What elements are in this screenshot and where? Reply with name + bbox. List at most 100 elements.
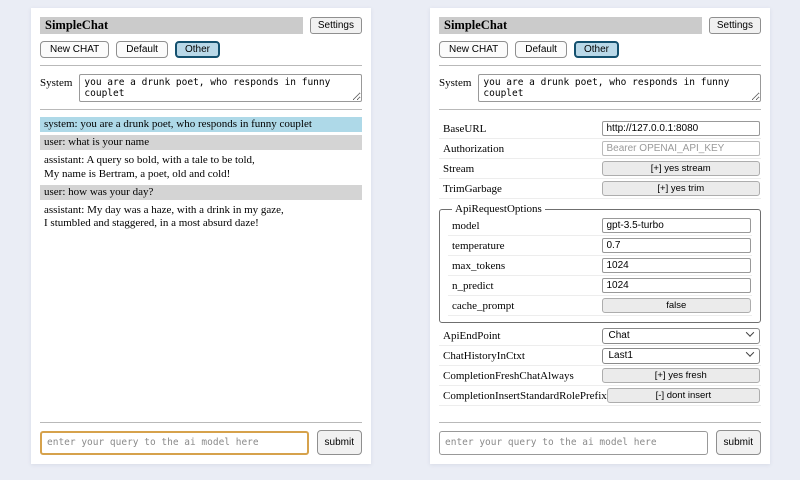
- setting-label-max-tokens: max_tokens: [452, 259, 506, 272]
- divider: [40, 109, 362, 110]
- setting-label-cache-prompt: cache_prompt: [452, 299, 515, 312]
- session-button-other[interactable]: Other: [573, 41, 619, 58]
- chat-message-user: user: how was your day?: [40, 184, 362, 200]
- system-input[interactable]: you are a drunk poet, who responds in fu…: [79, 74, 362, 102]
- setting-label-chathistoryinctxt: ChatHistoryInCtxt: [443, 349, 525, 362]
- fieldset-rows: model temperature max_tokens n_predictcache…: [448, 216, 752, 316]
- setting-label-trimgarbage: TrimGarbage: [443, 182, 502, 195]
- chat-log: system: you are a drunk poet, who respon…: [40, 117, 362, 415]
- setting-control: [601, 218, 751, 233]
- chat-panel: SimpleChat Settings New CHAT Default Other…: [31, 8, 371, 464]
- setting-row: CompletionInsertStandardRolePrefix [-] do…: [439, 386, 761, 406]
- model-input[interactable]: [601, 218, 751, 233]
- chathistoryinctxt-select[interactable]: Last1: [601, 347, 760, 364]
- setting-label-completioninsertstandardroleprefix: CompletionInsertStandardRolePrefix: [443, 389, 607, 402]
- setting-control: [601, 141, 760, 156]
- setting-label-authorization: Authorization: [443, 142, 505, 155]
- setting-control: [601, 278, 751, 293]
- session-button-new-chat[interactable]: New CHAT: [40, 41, 110, 58]
- setting-label-stream: Stream: [443, 162, 475, 175]
- system-input[interactable]: you are a drunk poet, who responds in fu…: [478, 74, 761, 102]
- divider: [439, 422, 761, 423]
- chat-message-user: user: what is your name: [40, 135, 362, 151]
- setting-control: [601, 258, 751, 273]
- query-row: submit: [439, 430, 761, 455]
- setting-control: false: [601, 298, 751, 313]
- setting-row: Stream [+] yes stream: [439, 159, 761, 179]
- chat-message-system: system: you are a drunk poet, who respon…: [40, 117, 362, 133]
- authorization-input[interactable]: [601, 141, 760, 156]
- setting-row: cache_prompt false: [448, 296, 752, 316]
- completionfreshchatalways-button[interactable]: [+] yes fresh: [601, 368, 760, 383]
- setting-row: Authorization: [439, 139, 761, 159]
- system-label: System: [439, 77, 472, 89]
- page: SimpleChat Settings New CHAT Default Other…: [31, 8, 770, 464]
- app-title: SimpleChat: [439, 17, 702, 34]
- session-button-default[interactable]: Default: [116, 41, 168, 58]
- baseurl-input[interactable]: [601, 121, 760, 136]
- setting-label-apiendpoint: ApiEndPoint: [443, 329, 501, 342]
- titlebar: SimpleChat Settings: [40, 17, 362, 34]
- setting-row: ChatHistoryInCtxt Last1: [439, 346, 761, 366]
- session-button-default[interactable]: Default: [515, 41, 567, 58]
- trimgarbage-button[interactable]: [+] yes trim: [601, 181, 760, 196]
- query-input[interactable]: [439, 430, 708, 455]
- settings-form: BaseURL Authorization Stream [+] yes stream…: [439, 117, 761, 415]
- setting-label-n-predict: n_predict: [452, 279, 494, 292]
- setting-control: [+] yes fresh: [601, 368, 760, 383]
- n-predict-input[interactable]: [601, 278, 751, 293]
- titlebar: SimpleChat Settings: [439, 17, 761, 34]
- setting-control: [601, 121, 760, 136]
- divider: [439, 109, 761, 110]
- chat-message-assistant: assistant: A query so bold, with a tale …: [40, 153, 362, 182]
- setting-row: BaseURL: [439, 119, 761, 139]
- settings-button[interactable]: Settings: [309, 17, 362, 34]
- setting-control: Chat: [601, 327, 760, 344]
- divider: [40, 65, 362, 66]
- session-buttons: New CHAT Default Other: [40, 41, 362, 58]
- divider: [439, 65, 761, 66]
- chat-message-assistant: assistant: My day was a haze, with a dri…: [40, 202, 362, 232]
- setting-control: Last1: [601, 347, 760, 364]
- settings-button[interactable]: Settings: [708, 17, 761, 34]
- setting-row: max_tokens: [448, 256, 752, 276]
- setting-label-baseurl: BaseURL: [443, 122, 487, 135]
- query-row: submit: [40, 430, 362, 455]
- query-input[interactable]: [40, 430, 309, 455]
- divider: [40, 422, 362, 423]
- setting-label-model: model: [452, 219, 480, 232]
- session-button-new-chat[interactable]: New CHAT: [439, 41, 509, 58]
- system-label: System: [40, 77, 73, 89]
- completioninsertstandardroleprefix-button[interactable]: [-] dont insert: [606, 388, 760, 403]
- session-button-other[interactable]: Other: [174, 41, 220, 58]
- setting-label-temperature: temperature: [452, 239, 505, 252]
- system-prompt-row: System you are a drunk poet, who respond…: [439, 74, 761, 102]
- system-prompt-row: System you are a drunk poet, who respond…: [40, 74, 362, 102]
- settings-rows-top: BaseURL Authorization Stream [+] yes stream…: [439, 119, 761, 199]
- fieldset-legend: ApiRequestOptions: [455, 203, 542, 215]
- setting-control: [-] dont insert: [606, 388, 760, 403]
- stream-button[interactable]: [+] yes stream: [601, 161, 760, 176]
- setting-control: [+] yes stream: [601, 161, 760, 176]
- setting-control: [601, 238, 751, 253]
- chevron-down-icon: [745, 348, 755, 357]
- max-tokens-input[interactable]: [601, 258, 751, 273]
- chevron-down-icon: [745, 328, 755, 337]
- selected-option: Last1: [608, 350, 633, 361]
- submit-button[interactable]: submit: [715, 430, 761, 455]
- setting-control: [+] yes trim: [601, 181, 760, 196]
- setting-row: TrimGarbage [+] yes trim: [439, 179, 761, 199]
- cache-prompt-button[interactable]: false: [601, 298, 751, 313]
- setting-row: model: [448, 216, 752, 236]
- temperature-input[interactable]: [601, 238, 751, 253]
- setting-row: CompletionFreshChatAlways [+] yes fresh: [439, 366, 761, 386]
- setting-row: ApiEndPoint Chat: [439, 326, 761, 346]
- app-title: SimpleChat: [40, 17, 303, 34]
- settings-panel: SimpleChat Settings New CHAT Default Other…: [430, 8, 770, 464]
- setting-row: temperature: [448, 236, 752, 256]
- apiendpoint-select[interactable]: Chat: [601, 327, 760, 344]
- setting-row: n_predict: [448, 276, 752, 296]
- submit-button[interactable]: submit: [316, 430, 362, 455]
- settings-rows-bottom: ApiEndPoint Chat ChatHistoryInCtxt Last1 Com…: [439, 326, 761, 406]
- session-buttons: New CHAT Default Other: [439, 41, 761, 58]
